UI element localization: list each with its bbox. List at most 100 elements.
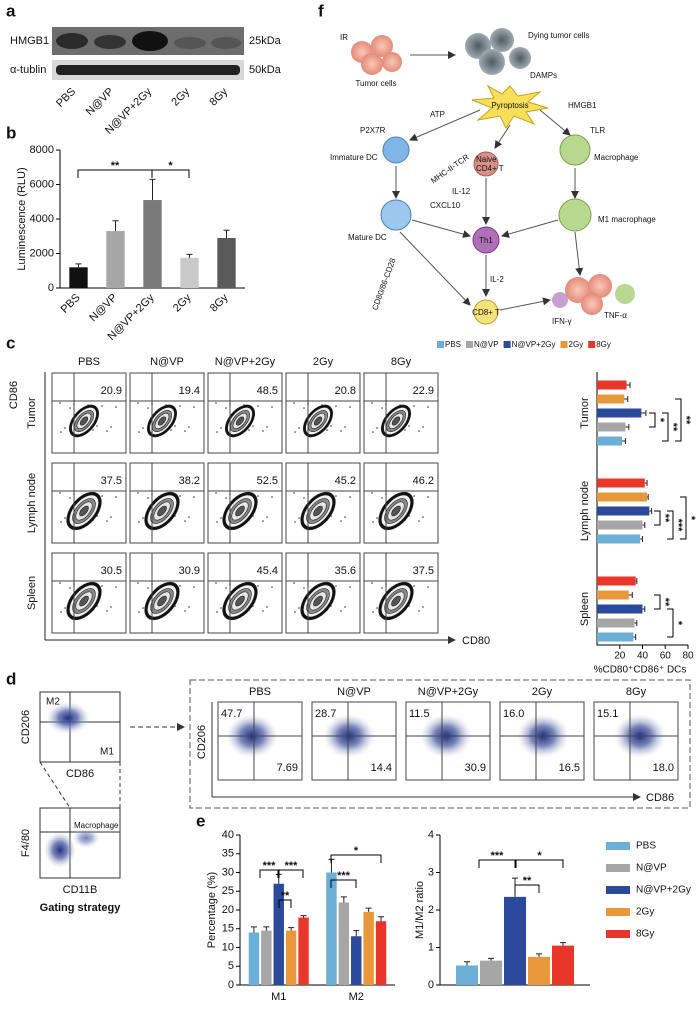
diagram-label: HMGB1 xyxy=(568,101,597,110)
event-dot xyxy=(340,610,342,612)
event-dot xyxy=(216,431,218,433)
event-dot xyxy=(381,497,383,499)
event-dot xyxy=(262,430,264,432)
y-tick-label: 35 xyxy=(222,848,234,860)
event-dot xyxy=(422,516,424,518)
flow-axes xyxy=(44,372,455,640)
y-tick-label: 2000 xyxy=(30,247,54,259)
x-tick-label: M1 xyxy=(271,991,286,1003)
contour xyxy=(391,595,401,607)
significance: *** xyxy=(337,870,351,882)
diagram-label: ATP xyxy=(430,110,445,119)
event-dot xyxy=(137,402,139,404)
event-dot xyxy=(215,402,217,404)
significance-bracket xyxy=(667,510,674,540)
diagram-label: DAMPs xyxy=(530,71,557,80)
significance-bracket xyxy=(654,510,661,526)
significance-bracket xyxy=(330,879,357,888)
legend-swatch xyxy=(606,842,630,850)
event-dot xyxy=(179,585,181,587)
diagram-label: IL-2 xyxy=(490,275,504,284)
event-dot xyxy=(215,492,217,494)
event-dot xyxy=(96,425,98,427)
axis-label: CD206 xyxy=(20,710,32,744)
event-dot xyxy=(257,405,259,407)
significance: * xyxy=(354,845,359,857)
legend-label: 2Gy xyxy=(636,907,654,918)
y-tick-label: 30 xyxy=(222,866,234,878)
event-dot xyxy=(266,426,268,428)
significance-bracket xyxy=(649,412,656,428)
significance-bracket xyxy=(515,859,564,868)
gate-value: 19.4 xyxy=(179,385,200,397)
event-dot xyxy=(142,427,144,429)
event-dot xyxy=(101,495,103,497)
event-dot xyxy=(418,610,420,612)
significance-bracket xyxy=(259,869,279,878)
error-bar xyxy=(378,916,385,922)
bar xyxy=(597,478,645,488)
event-dot xyxy=(184,430,186,432)
quadrant-value: 15.1 xyxy=(597,708,618,720)
bar xyxy=(552,945,574,985)
bar xyxy=(597,492,648,502)
quadrant-value: 47.7 xyxy=(221,708,242,720)
contour xyxy=(157,416,167,426)
gate-value: 30.9 xyxy=(179,565,200,577)
event-dot xyxy=(413,585,415,587)
gate-value: 35.6 xyxy=(335,565,356,577)
event-dot xyxy=(372,431,374,433)
bar xyxy=(375,921,387,985)
bar xyxy=(597,506,650,516)
event-dot xyxy=(298,427,300,429)
diagram-label: CD80/86-CD28 xyxy=(370,256,397,311)
event-dot xyxy=(418,430,420,432)
event-dot xyxy=(271,586,273,588)
legend-label: PBS xyxy=(636,841,656,852)
significance-bracket xyxy=(278,899,292,908)
event-dot xyxy=(326,429,328,431)
error-bar xyxy=(642,606,646,612)
diagram-label: P2X7R xyxy=(360,126,386,135)
axis-label: CD206 xyxy=(196,725,208,759)
error-bar xyxy=(536,953,542,957)
contour xyxy=(79,416,89,426)
event-dot xyxy=(137,582,139,584)
contour xyxy=(313,416,323,426)
axis xyxy=(596,372,688,646)
event-dot xyxy=(413,495,415,497)
event-dot xyxy=(266,606,268,608)
event-dot xyxy=(220,517,222,519)
event-dot xyxy=(372,611,374,613)
event-dot xyxy=(137,492,139,494)
event-dot xyxy=(147,497,149,499)
quadrant-value: 30.9 xyxy=(465,762,486,774)
event-dot xyxy=(298,517,300,519)
error-bar xyxy=(647,494,649,500)
gating-plots xyxy=(39,679,691,879)
event-dot xyxy=(220,607,222,609)
event-dot xyxy=(101,585,103,587)
event-dot xyxy=(422,606,424,608)
error-bar xyxy=(340,896,347,903)
diagram-label: TNF-α xyxy=(604,311,627,320)
axis-label: F4/80 xyxy=(20,829,32,857)
x-tick-label: 40 xyxy=(637,651,649,662)
event-dot xyxy=(92,429,94,431)
row-label: Spleen xyxy=(26,576,38,610)
event-dot xyxy=(422,426,424,428)
gate-value: 20.9 xyxy=(101,385,122,397)
event-dot xyxy=(110,516,112,518)
error-bar xyxy=(622,438,626,444)
event-dot xyxy=(106,520,108,522)
event-dot xyxy=(303,587,305,589)
y-tick-label: 4 xyxy=(428,829,434,841)
significance: * xyxy=(537,850,542,862)
event-dot xyxy=(344,516,346,518)
legend-label: 8Gy xyxy=(636,929,654,940)
column-header: 2Gy xyxy=(313,356,334,368)
event-dot xyxy=(115,496,117,498)
bar xyxy=(597,576,636,586)
lane-label: 8Gy xyxy=(207,85,230,108)
